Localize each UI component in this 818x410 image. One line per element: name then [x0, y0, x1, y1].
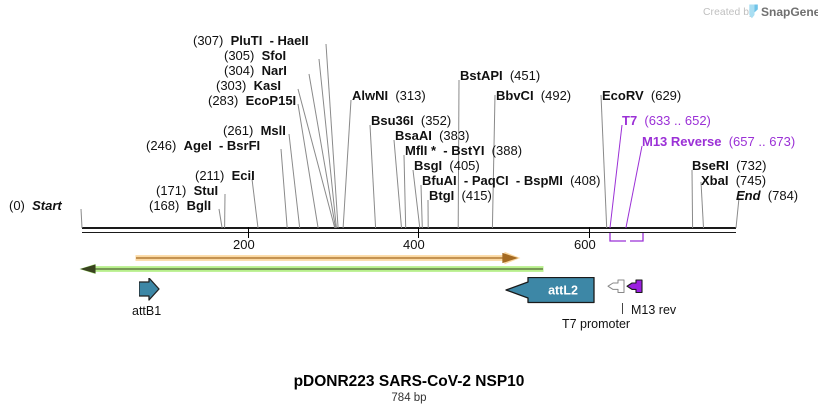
svg-text:attL2: attL2 [548, 284, 578, 298]
